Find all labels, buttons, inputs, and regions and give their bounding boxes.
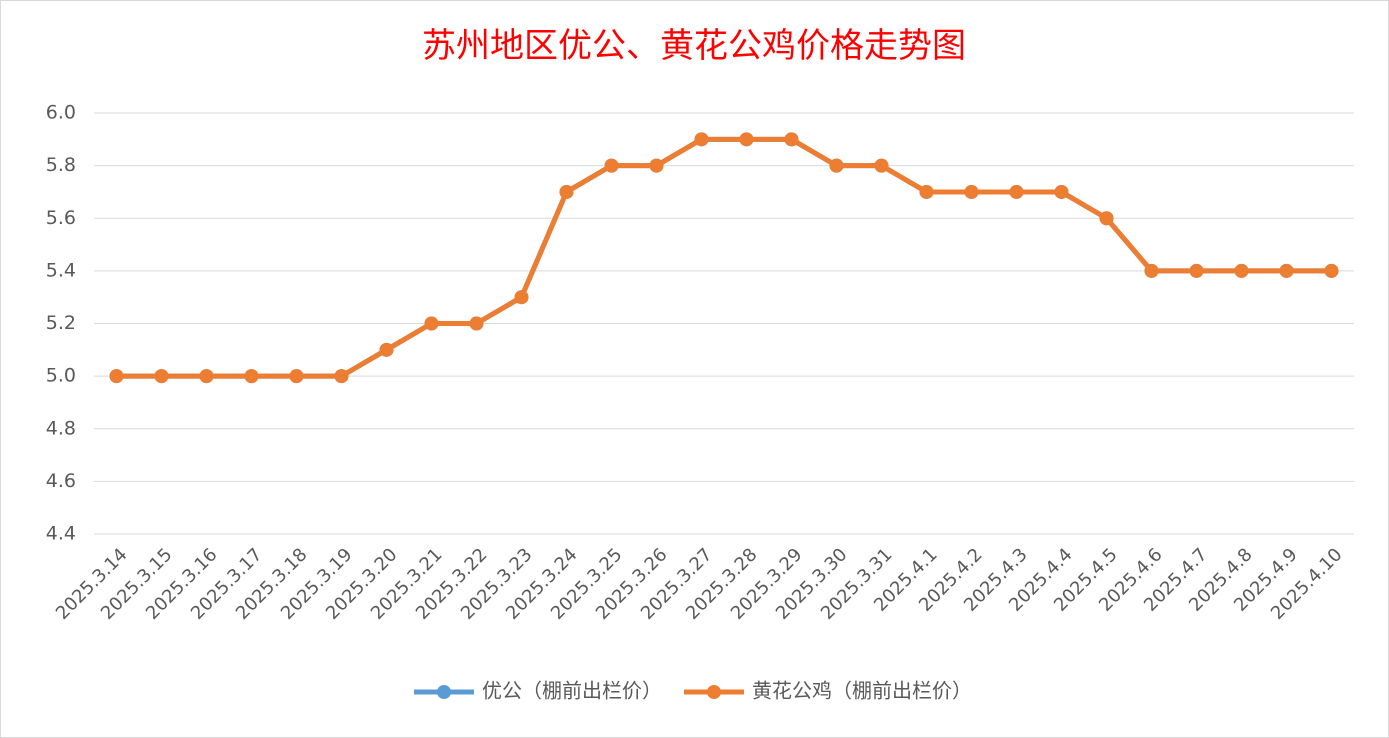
chart-title: 苏州地区优公、黄花公鸡价格走势图 [422,26,966,66]
data-point [424,316,439,331]
legend-label: 黄花公鸡（棚前出栏价） [752,679,972,703]
y-tick-label: 5.8 [46,154,76,176]
data-point [1144,263,1159,278]
data-point [244,369,259,384]
y-tick-label: 4.6 [46,470,76,492]
data-point [109,369,124,384]
data-point [1189,263,1204,278]
legend-marker [707,685,721,699]
data-point [1234,263,1249,278]
y-tick-label: 5.0 [46,365,76,387]
data-point [289,369,304,384]
data-point [1054,184,1069,199]
data-point [1099,211,1114,226]
data-point [379,342,394,357]
y-tick-label: 5.2 [46,312,76,334]
data-point [604,158,619,173]
legend-marker [437,685,451,699]
y-tick-label: 5.4 [46,259,76,281]
series-line [116,136,1332,379]
data-point [559,184,574,199]
legend-label: 优公（棚前出栏价） [482,679,662,703]
data-point [829,158,844,173]
data-point [739,132,754,147]
data-point [649,158,664,173]
data-point [1324,263,1339,278]
data-point [694,132,709,147]
data-point [964,184,979,199]
y-tick-label: 6.0 [46,102,76,124]
data-point [874,158,889,173]
data-point [154,369,169,384]
data-point [784,132,799,147]
data-point [1279,263,1294,278]
y-tick-label: 4.8 [46,417,76,439]
y-tick-label: 5.6 [46,207,76,229]
data-point [919,184,934,199]
data-point [514,290,529,305]
data-point [469,316,484,331]
y-tick-label: 4.4 [46,523,76,545]
data-point [199,369,214,384]
data-point [334,369,349,384]
data-point [1009,184,1024,199]
